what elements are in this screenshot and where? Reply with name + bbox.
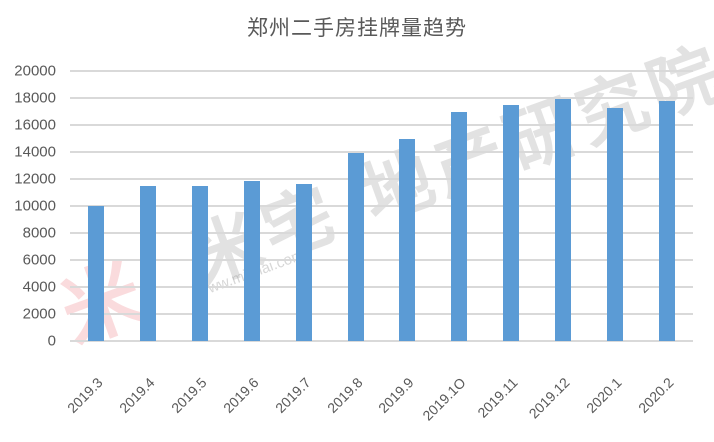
- y-tick-label: 10000: [14, 197, 56, 215]
- gridline: [70, 151, 693, 153]
- bar-2019.4: [139, 186, 156, 341]
- bar-2019.3: [87, 206, 104, 341]
- bar-2020.2: [659, 101, 676, 341]
- plot-area: [70, 70, 693, 342]
- gridline: [70, 97, 693, 99]
- gridline: [70, 205, 693, 207]
- gridline: [70, 286, 693, 288]
- gridline: [70, 259, 693, 261]
- gridline: [70, 124, 693, 126]
- gridline: [70, 70, 693, 72]
- y-tick-label: 18000: [14, 89, 56, 107]
- gridline: [70, 313, 693, 315]
- bar-2019.9: [399, 138, 416, 341]
- gridline: [70, 178, 693, 180]
- chart-title: 郑州二手房挂牌量趋势: [247, 16, 467, 40]
- y-tick-label: 2000: [22, 305, 56, 323]
- bar-2019.5: [191, 186, 208, 341]
- y-tick-label: 16000: [14, 116, 56, 134]
- bar-2019.11: [503, 105, 520, 341]
- y-tick-label: 12000: [14, 170, 56, 188]
- y-tick-label: 8000: [22, 224, 56, 242]
- bar-2020.1: [607, 108, 624, 341]
- bar-2019.8: [347, 152, 364, 341]
- y-tick-label: 14000: [14, 143, 56, 161]
- gridline: [70, 232, 693, 234]
- gridline: [70, 340, 693, 342]
- y-tick-label: 4000: [22, 278, 56, 296]
- y-tick-label: 6000: [22, 251, 56, 269]
- bar-2019.12: [555, 98, 572, 341]
- bar-2019.7: [295, 183, 312, 341]
- bar-2019.6: [243, 181, 260, 341]
- y-tick-label: 20000: [14, 62, 56, 80]
- y-tick-label: 0: [47, 332, 56, 350]
- bar-2019.10: [451, 112, 468, 341]
